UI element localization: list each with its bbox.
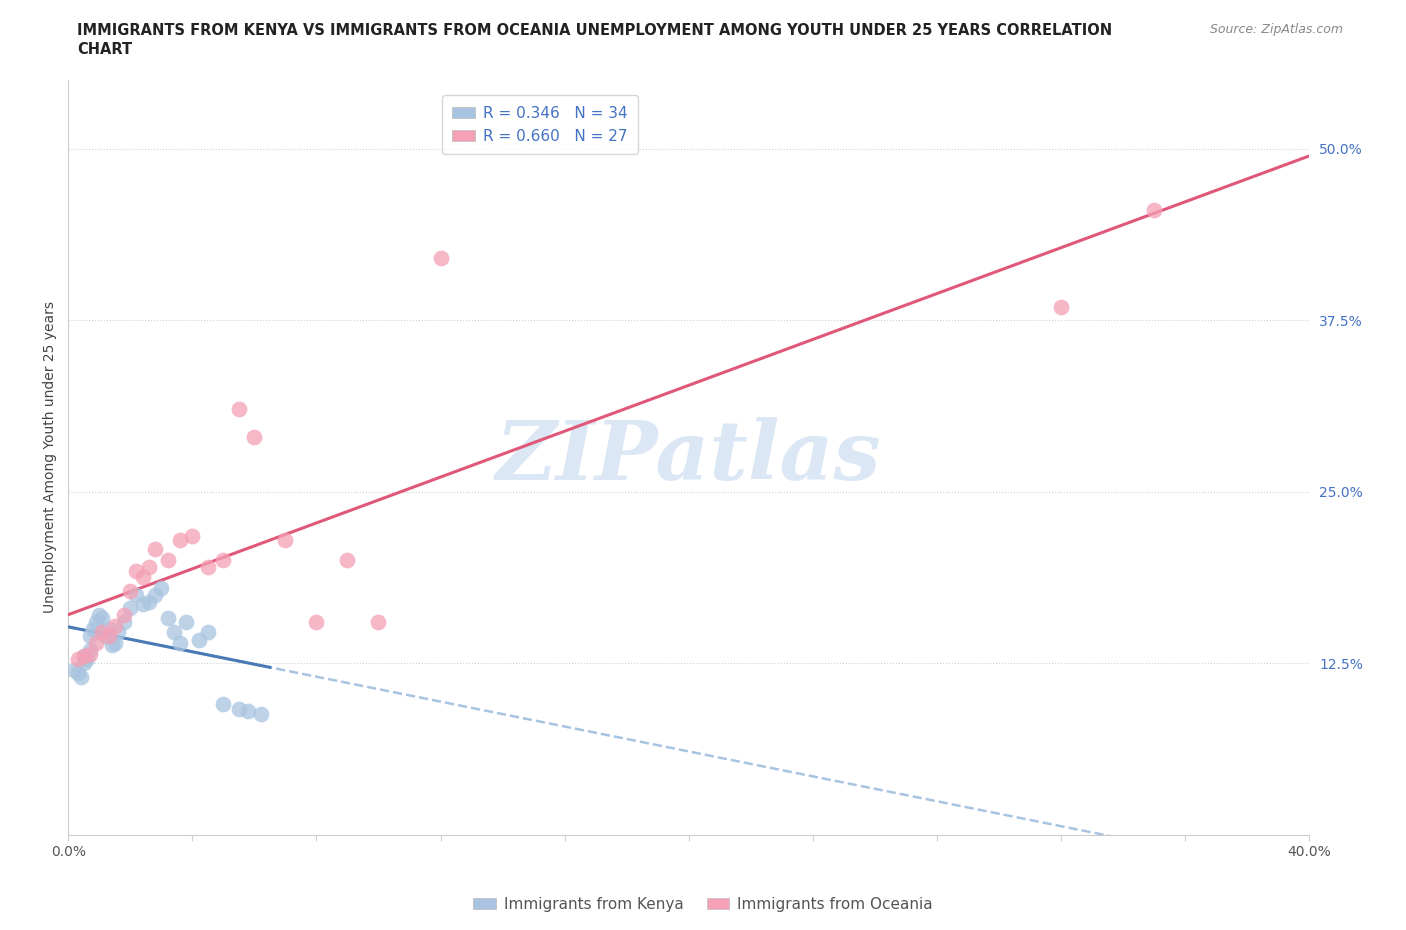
Point [66, 666, 89, 681]
Legend: Immigrants from Kenya, Immigrants from Oceania: Immigrants from Kenya, Immigrants from O… [467, 891, 939, 918]
Point [131, 597, 153, 612]
Point [249, 707, 271, 722]
Point [138, 594, 160, 609]
Text: CHART: CHART [77, 42, 132, 57]
Point [120, 583, 142, 598]
Legend: R = 0.346   N = 34, R = 0.660   N = 27: R = 0.346 N = 34, R = 0.660 N = 27 [441, 95, 638, 154]
Point [112, 608, 135, 623]
Point [76, 652, 98, 667]
Point [73, 649, 96, 664]
Point [79, 642, 101, 657]
Point [1050, 299, 1073, 314]
Point [212, 553, 235, 568]
Point [174, 615, 197, 630]
Point [66, 652, 89, 667]
Point [104, 635, 127, 650]
Point [367, 615, 389, 630]
Point [97, 629, 120, 644]
Point [156, 553, 179, 568]
Point [212, 697, 235, 711]
Point [100, 638, 122, 653]
Point [274, 532, 297, 547]
Point [112, 615, 135, 630]
Point [82, 621, 104, 636]
Point [97, 621, 120, 636]
Point [94, 629, 117, 644]
Point [228, 402, 250, 417]
Point [79, 646, 101, 661]
Point [1143, 203, 1166, 218]
Point [69, 670, 91, 684]
Point [91, 624, 114, 639]
Point [84, 615, 107, 630]
Point [187, 632, 209, 647]
Point [197, 560, 219, 575]
Point [169, 635, 191, 650]
Point [143, 587, 166, 602]
Point [169, 532, 191, 547]
Point [125, 564, 148, 578]
Text: IMMIGRANTS FROM KENYA VS IMMIGRANTS FROM OCEANIA UNEMPLOYMENT AMONG YOUTH UNDER : IMMIGRANTS FROM KENYA VS IMMIGRANTS FROM… [77, 23, 1112, 38]
Point [305, 615, 328, 630]
Point [107, 624, 129, 639]
Y-axis label: Unemployment Among Youth under 25 years: Unemployment Among Youth under 25 years [44, 301, 58, 614]
Point [91, 610, 114, 625]
Point [125, 587, 148, 602]
Point [228, 701, 250, 716]
Point [163, 624, 186, 639]
Text: ZIPatlas: ZIPatlas [496, 418, 882, 498]
Point [156, 610, 179, 625]
Point [429, 251, 451, 266]
Point [150, 580, 173, 595]
Point [238, 704, 260, 719]
Point [143, 542, 166, 557]
Point [243, 430, 266, 445]
Point [120, 601, 142, 616]
Point [63, 663, 86, 678]
Point [73, 649, 96, 664]
Point [131, 569, 153, 584]
Point [89, 608, 111, 623]
Point [336, 553, 359, 568]
Point [79, 629, 101, 644]
Point [197, 624, 219, 639]
Point [73, 656, 96, 671]
Point [84, 635, 107, 650]
Point [104, 618, 127, 633]
Point [138, 560, 160, 575]
Point [181, 528, 204, 543]
Text: Source: ZipAtlas.com: Source: ZipAtlas.com [1209, 23, 1343, 36]
